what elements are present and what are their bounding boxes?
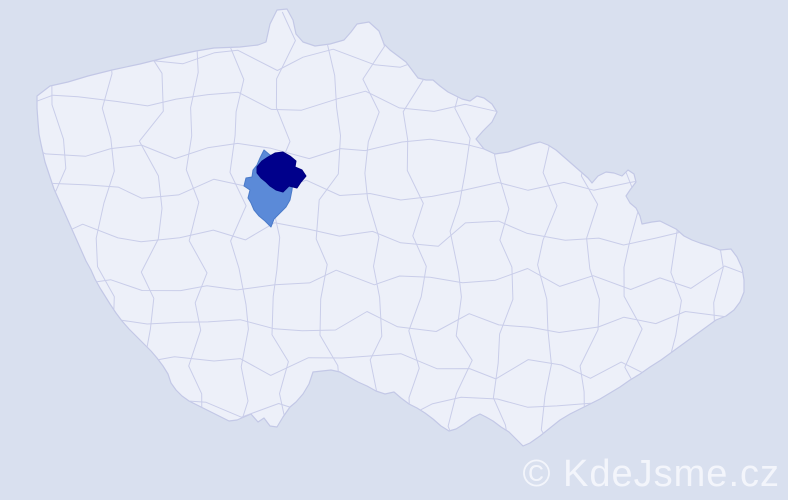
country-outline	[36, 8, 745, 447]
watermark: © KdeJsme.cz	[522, 453, 780, 495]
highlighted-district-primary	[256, 151, 307, 193]
